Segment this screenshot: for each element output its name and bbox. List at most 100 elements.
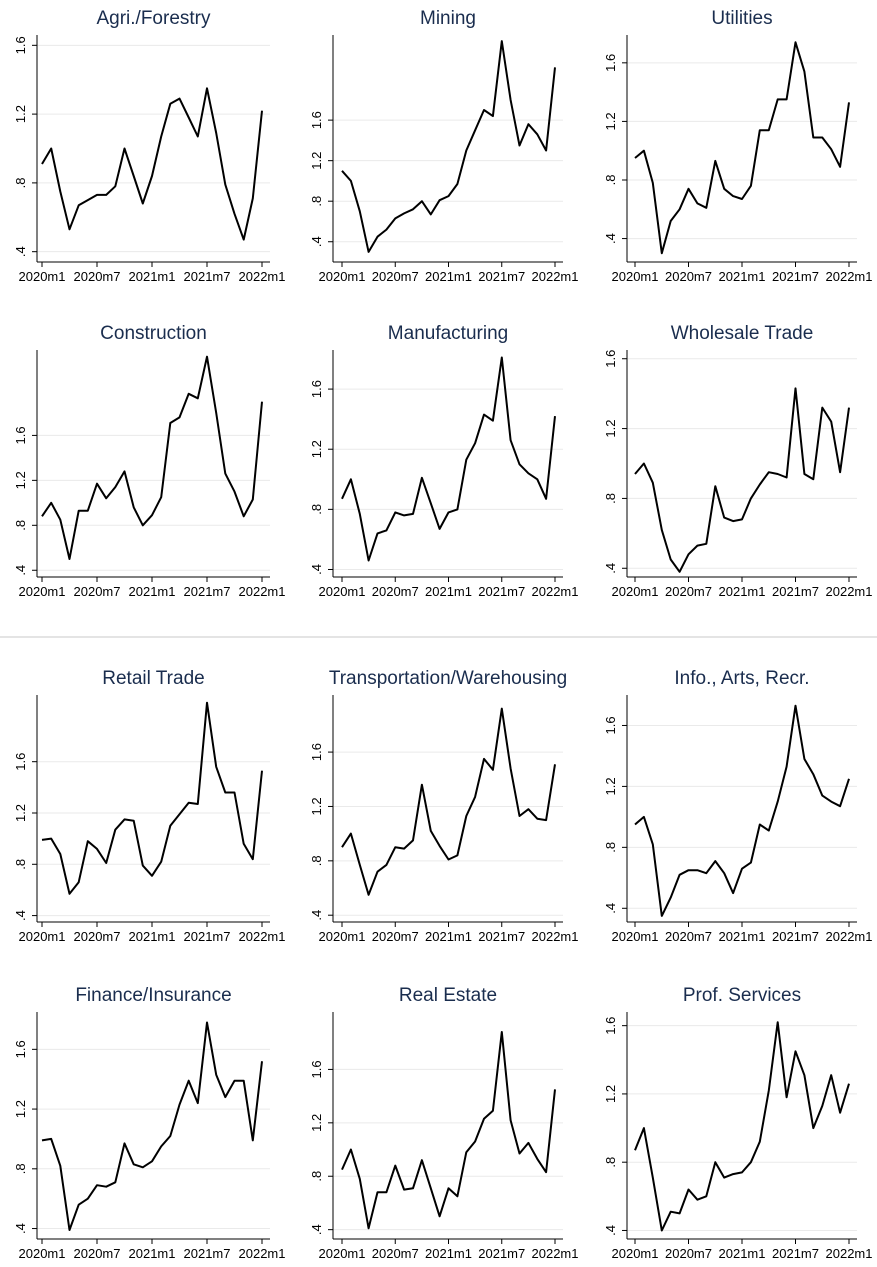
x-tick-label: 2020m1 <box>612 584 659 599</box>
y-tick-label: 1.2 <box>309 440 324 458</box>
y-tick-label: 1.2 <box>603 777 618 795</box>
y-tick-label: 1.6 <box>13 426 28 444</box>
panel-title: Construction <box>100 323 207 344</box>
y-tick-label: .4 <box>309 564 324 575</box>
x-tick-label: 2021m7 <box>184 1246 231 1261</box>
panel-title: Real Estate <box>399 985 497 1006</box>
x-tick-label: 2020m1 <box>19 1246 66 1261</box>
x-tick-label: 2021m7 <box>772 269 819 284</box>
x-tick-label: 2021m7 <box>184 929 231 944</box>
y-tick-label: .8 <box>13 1163 28 1174</box>
x-tick-label: 2020m1 <box>319 1246 366 1261</box>
x-tick-label: 2021m1 <box>719 269 766 284</box>
x-tick-label: 2022m1 <box>239 269 286 284</box>
y-tick-label: 1.6 <box>13 36 28 54</box>
x-tick-label: 2020m7 <box>372 269 419 284</box>
line <box>634 704 850 917</box>
x-tick-label: 2020m1 <box>319 269 366 284</box>
y-tick-label: 1.2 <box>13 471 28 489</box>
line <box>634 1021 850 1232</box>
x-tick-label: 2022m1 <box>826 584 873 599</box>
y-tick-label: 1.6 <box>603 1017 618 1035</box>
x-tick-label: 2022m1 <box>826 1246 873 1261</box>
y-tick-label: .8 <box>309 196 324 207</box>
line <box>341 707 556 896</box>
x-tick-label: 2021m7 <box>772 584 819 599</box>
y-tick-label: .4 <box>603 563 618 574</box>
y-tick-label: 1.6 <box>13 753 28 771</box>
y-tick-label: .4 <box>603 233 618 244</box>
x-tick-label: 2020m7 <box>372 929 419 944</box>
y-tick-label: .8 <box>309 1171 324 1182</box>
x-tick-label: 2022m1 <box>826 929 873 944</box>
y-tick-label: .8 <box>309 504 324 515</box>
y-tick-label: .4 <box>309 236 324 247</box>
y-tick-label: 1.6 <box>603 716 618 734</box>
y-tick-label: .4 <box>309 1224 324 1235</box>
x-tick-label: 2021m1 <box>425 929 472 944</box>
x-tick-label: 2021m7 <box>478 929 525 944</box>
y-tick-label: .4 <box>13 910 28 921</box>
panel-title: Finance/Insurance <box>75 985 231 1006</box>
y-tick-label: 1.2 <box>603 1085 618 1103</box>
y-tick-label: .8 <box>603 842 618 853</box>
x-tick-label: 2020m7 <box>665 1246 712 1261</box>
panel-title: Retail Trade <box>102 668 204 689</box>
y-tick-label: .8 <box>13 520 28 531</box>
x-tick-label: 2021m1 <box>129 1246 176 1261</box>
y-tick-label: .4 <box>603 1225 618 1236</box>
x-tick-label: 2020m7 <box>665 269 712 284</box>
y-tick-label: 1.2 <box>309 797 324 815</box>
x-tick-label: 2021m1 <box>719 1246 766 1261</box>
x-tick-label: 2022m1 <box>532 584 579 599</box>
x-tick-label: 2021m7 <box>478 269 525 284</box>
x-tick-label: 2022m1 <box>239 584 286 599</box>
line <box>41 1021 263 1231</box>
x-tick-label: 2022m1 <box>826 269 873 284</box>
y-tick-label: .4 <box>13 1223 28 1234</box>
panel-title: Wholesale Trade <box>671 323 814 344</box>
y-tick-label: 1.6 <box>309 380 324 398</box>
x-tick-label: 2022m1 <box>532 269 579 284</box>
x-tick-label: 2020m1 <box>612 929 659 944</box>
y-tick-label: 1.6 <box>603 350 618 368</box>
line <box>41 355 263 560</box>
x-tick-label: 2020m1 <box>19 929 66 944</box>
x-tick-label: 2021m1 <box>719 929 766 944</box>
panel-title: Agri./Forestry <box>96 8 211 29</box>
y-tick-label: 1.2 <box>603 420 618 438</box>
x-tick-label: 2021m7 <box>184 269 231 284</box>
x-tick-label: 2021m1 <box>129 269 176 284</box>
panel-title: Mining <box>420 8 476 29</box>
line <box>341 40 556 253</box>
line <box>341 356 556 562</box>
y-tick-label: 1.2 <box>309 152 324 170</box>
y-tick-label: 1.2 <box>603 112 618 130</box>
x-tick-label: 2020m7 <box>665 584 712 599</box>
y-tick-label: .8 <box>603 1157 618 1168</box>
x-tick-label: 2021m7 <box>772 929 819 944</box>
y-tick-label: .8 <box>603 493 618 504</box>
panel-title: Prof. Services <box>683 985 801 1006</box>
x-tick-label: 2021m7 <box>772 1246 819 1261</box>
line <box>41 87 263 241</box>
x-tick-label: 2020m7 <box>74 929 121 944</box>
x-tick-label: 2022m1 <box>239 929 286 944</box>
x-tick-label: 2020m7 <box>372 584 419 599</box>
x-tick-label: 2020m7 <box>74 1246 121 1261</box>
x-tick-label: 2021m7 <box>478 1246 525 1261</box>
x-tick-label: 2021m1 <box>719 584 766 599</box>
y-tick-label: .8 <box>309 855 324 866</box>
y-tick-label: 1.6 <box>309 743 324 761</box>
x-tick-label: 2022m1 <box>532 929 579 944</box>
x-tick-label: 2021m1 <box>425 584 472 599</box>
line <box>634 387 850 573</box>
y-tick-label: .8 <box>13 859 28 870</box>
x-tick-label: 2020m7 <box>74 269 121 284</box>
y-tick-label: .4 <box>603 903 618 914</box>
y-tick-label: .4 <box>13 565 28 576</box>
x-tick-label: 2021m1 <box>129 929 176 944</box>
panel-title: Info., Arts, Recr. <box>674 668 809 689</box>
x-tick-label: 2020m1 <box>612 269 659 284</box>
x-tick-label: 2020m1 <box>319 584 366 599</box>
